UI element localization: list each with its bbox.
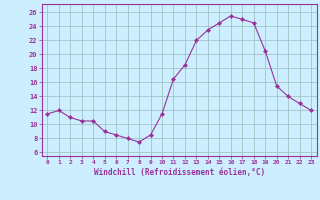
X-axis label: Windchill (Refroidissement éolien,°C): Windchill (Refroidissement éolien,°C) xyxy=(94,168,265,177)
